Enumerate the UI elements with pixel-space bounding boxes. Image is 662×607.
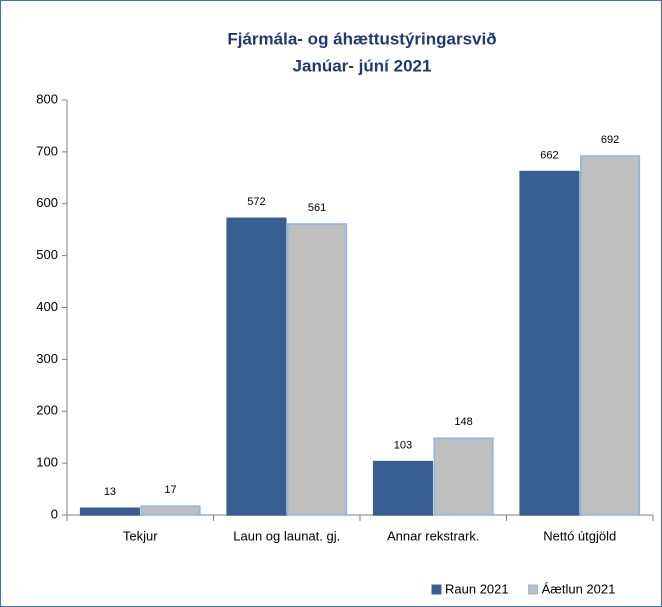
bar (79, 507, 140, 516)
y-tick-label: 100 (36, 455, 58, 470)
y-tick-label: 200 (36, 403, 58, 418)
y-tick-label: 0 (51, 506, 58, 521)
value-label: 572 (247, 196, 265, 208)
value-label: 148 (454, 416, 472, 428)
value-label: 662 (540, 149, 558, 161)
value-label: 103 (394, 439, 412, 451)
y-tick-label: 700 (36, 143, 58, 158)
legend-label: Raun 2021 (445, 581, 509, 596)
value-label: 561 (308, 202, 326, 214)
y-tick-label: 800 (36, 91, 58, 106)
y-tick-label: 300 (36, 351, 58, 366)
x-tick-label: Laun og launat. gj. (233, 528, 340, 543)
bar (140, 505, 201, 516)
bar (580, 155, 641, 516)
bar (433, 437, 494, 516)
x-tick-label: Annar rekstrark. (387, 528, 479, 543)
value-label: 17 (164, 484, 176, 496)
bar (226, 217, 287, 516)
bar (519, 170, 580, 516)
chart-title: Fjármála- og áhættustýringarsvið (227, 29, 496, 48)
bar (287, 223, 348, 516)
bar (372, 460, 433, 516)
x-tick-label: Tekjur (123, 528, 158, 543)
chart-subtitle: Janúar- júní 2021 (293, 56, 432, 75)
legend-label: Áætlun 2021 (542, 581, 616, 596)
legend-swatch (431, 584, 442, 595)
y-tick-label: 600 (36, 195, 58, 210)
legend-swatch (528, 584, 539, 595)
value-label: 13 (104, 486, 116, 498)
y-tick-label: 500 (36, 247, 58, 262)
y-tick-label: 400 (36, 299, 58, 314)
value-label: 692 (601, 134, 619, 146)
x-tick-label: Nettó útgjöld (543, 528, 616, 543)
